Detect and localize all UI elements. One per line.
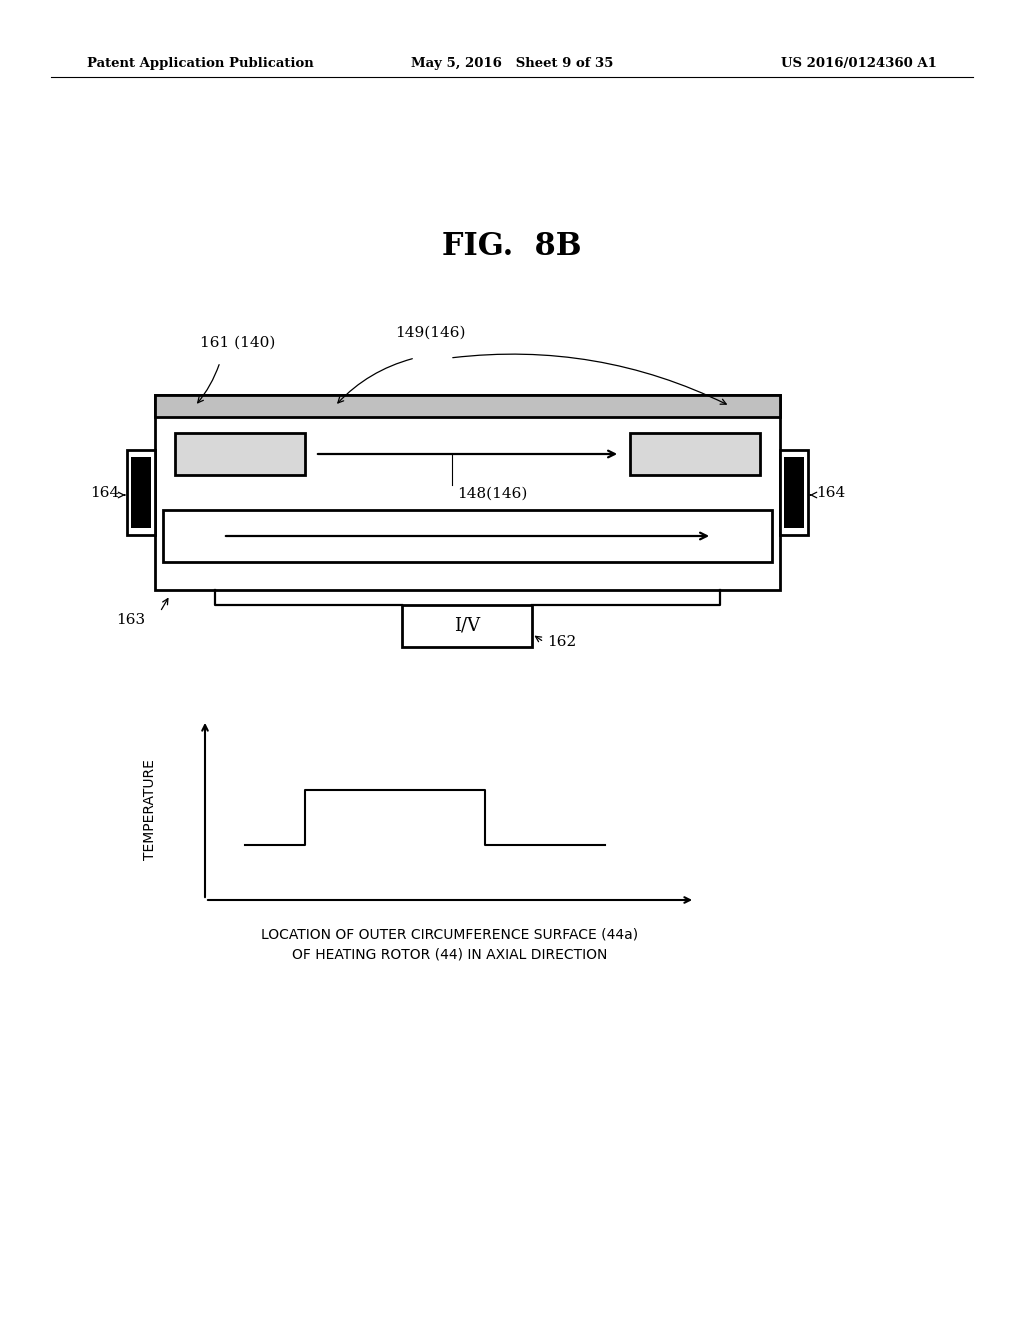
Bar xyxy=(131,457,151,528)
Bar xyxy=(175,433,305,475)
Text: US 2016/0124360 A1: US 2016/0124360 A1 xyxy=(781,57,937,70)
Bar xyxy=(402,605,532,647)
Text: May 5, 2016   Sheet 9 of 35: May 5, 2016 Sheet 9 of 35 xyxy=(411,57,613,70)
Bar xyxy=(155,395,780,417)
Bar xyxy=(127,450,155,535)
Text: Patent Application Publication: Patent Application Publication xyxy=(87,57,313,70)
Text: 148(146): 148(146) xyxy=(457,487,527,502)
Text: 163: 163 xyxy=(116,612,145,627)
Text: FIG.  8B: FIG. 8B xyxy=(442,231,582,261)
Text: 164: 164 xyxy=(90,486,119,500)
Bar xyxy=(155,395,780,417)
Text: 164: 164 xyxy=(816,486,845,500)
Bar xyxy=(780,450,808,535)
Bar xyxy=(630,433,760,475)
Text: TEMPERATURE: TEMPERATURE xyxy=(143,759,157,861)
Text: 149(146): 149(146) xyxy=(394,326,465,341)
Text: LOCATION OF OUTER CIRCUMFERENCE SURFACE (44a): LOCATION OF OUTER CIRCUMFERENCE SURFACE … xyxy=(261,928,639,942)
Bar xyxy=(784,457,804,528)
Bar xyxy=(155,395,780,590)
Text: I/V: I/V xyxy=(454,616,480,635)
Bar xyxy=(163,510,772,562)
Text: 161 (140): 161 (140) xyxy=(200,337,275,350)
Text: OF HEATING ROTOR (44) IN AXIAL DIRECTION: OF HEATING ROTOR (44) IN AXIAL DIRECTION xyxy=(292,948,607,962)
Text: 162: 162 xyxy=(547,635,577,649)
